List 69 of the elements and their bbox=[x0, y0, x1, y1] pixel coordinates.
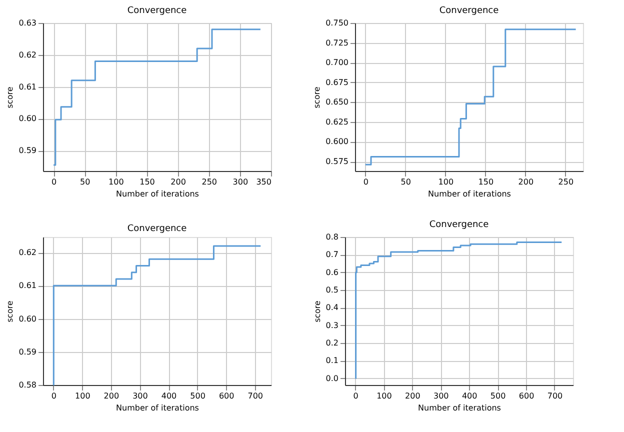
x-tick-label: 400 bbox=[161, 392, 177, 400]
chart-title: Convergence bbox=[439, 6, 500, 16]
x-tick-label: 0 bbox=[353, 392, 358, 400]
x-axis-title: Number of iterations bbox=[418, 404, 501, 412]
x-tick-label: 150 bbox=[140, 178, 155, 186]
y-tick-label: 0.59 bbox=[18, 347, 36, 356]
y-tick-label: 0.575 bbox=[326, 157, 348, 166]
x-tick-label: 100 bbox=[75, 392, 90, 400]
x-tick-label: 200 bbox=[104, 392, 120, 400]
y-tick-label: 0.675 bbox=[326, 78, 348, 87]
x-tick-label: 200 bbox=[405, 392, 420, 400]
x-tick-label: 300 bbox=[232, 178, 248, 186]
x-tick-label: 700 bbox=[547, 392, 563, 400]
y-tick-label: 0.1 bbox=[326, 356, 338, 366]
y-tick-label: 0.62 bbox=[18, 50, 36, 60]
x-axis-title: Number of iterations bbox=[428, 190, 511, 198]
y-tick-label: 0.60 bbox=[18, 114, 36, 124]
y-axis-title: score bbox=[6, 300, 15, 322]
y-tick-label: 0.750 bbox=[326, 18, 348, 28]
x-tick-label: 600 bbox=[518, 392, 534, 400]
y-tick-label: 0.61 bbox=[18, 281, 36, 290]
chart-title: Convergence bbox=[127, 224, 188, 234]
y-tick-label: 0.59 bbox=[18, 146, 36, 156]
y-tick-label: 0.60 bbox=[18, 314, 36, 324]
x-axis-title: Number of iterations bbox=[116, 190, 199, 198]
y-tick-label: 0.600 bbox=[326, 137, 348, 146]
y-tick-label: 0.5 bbox=[326, 285, 338, 294]
x-tick-label: 700 bbox=[248, 392, 264, 400]
x-axis-title: Number of iterations bbox=[116, 404, 199, 412]
y-axis-title: score bbox=[312, 86, 322, 108]
y-tick-label: 0.62 bbox=[18, 248, 36, 258]
x-tick-label: 100 bbox=[376, 392, 392, 400]
y-tick-label: 0.0 bbox=[326, 374, 338, 383]
x-tick-label: 0 bbox=[363, 178, 368, 186]
x-tick-label: 50 bbox=[400, 178, 411, 186]
y-tick-label: 0.58 bbox=[18, 380, 36, 390]
y-tick-label: 0.8 bbox=[326, 232, 338, 242]
y-tick-label: 0.6 bbox=[326, 268, 338, 277]
y-tick-label: 0.7 bbox=[326, 250, 338, 260]
y-tick-label: 0.3 bbox=[326, 320, 338, 330]
x-tick-label: 400 bbox=[462, 392, 478, 400]
chart-title: Convergence bbox=[127, 6, 188, 16]
x-tick-label: 200 bbox=[170, 178, 186, 186]
x-tick-label: 250 bbox=[202, 178, 218, 186]
x-tick-label: 250 bbox=[558, 178, 574, 186]
x-tick-label: 300 bbox=[132, 392, 148, 400]
y-tick-label: 0.725 bbox=[326, 38, 348, 48]
x-tick-label: 500 bbox=[190, 392, 206, 400]
y-tick-label: 0.700 bbox=[326, 58, 348, 68]
x-tick-label: 0 bbox=[51, 392, 56, 400]
y-tick-label: 0.61 bbox=[18, 82, 36, 92]
y-tick-label: 0.63 bbox=[18, 18, 36, 28]
chart-title: Convergence bbox=[429, 220, 490, 230]
y-axis-title: score bbox=[6, 86, 15, 108]
x-tick-label: 600 bbox=[218, 392, 234, 400]
x-tick-label: 500 bbox=[490, 392, 506, 400]
y-tick-label: 0.625 bbox=[326, 117, 348, 126]
x-tick-label: 100 bbox=[108, 178, 124, 186]
x-tick-label: 50 bbox=[80, 178, 90, 186]
x-tick-label: 350 bbox=[256, 178, 272, 186]
x-tick-label: 300 bbox=[434, 392, 449, 400]
x-tick-label: 200 bbox=[518, 178, 534, 186]
y-tick-label: 0.2 bbox=[326, 338, 338, 348]
y-tick-label: 0.650 bbox=[326, 98, 348, 107]
x-tick-label: 0 bbox=[52, 178, 57, 186]
y-tick-label: 0.4 bbox=[326, 303, 338, 312]
x-tick-label: 150 bbox=[478, 178, 494, 186]
y-axis-title: score bbox=[312, 300, 322, 322]
x-tick-label: 100 bbox=[438, 178, 454, 186]
